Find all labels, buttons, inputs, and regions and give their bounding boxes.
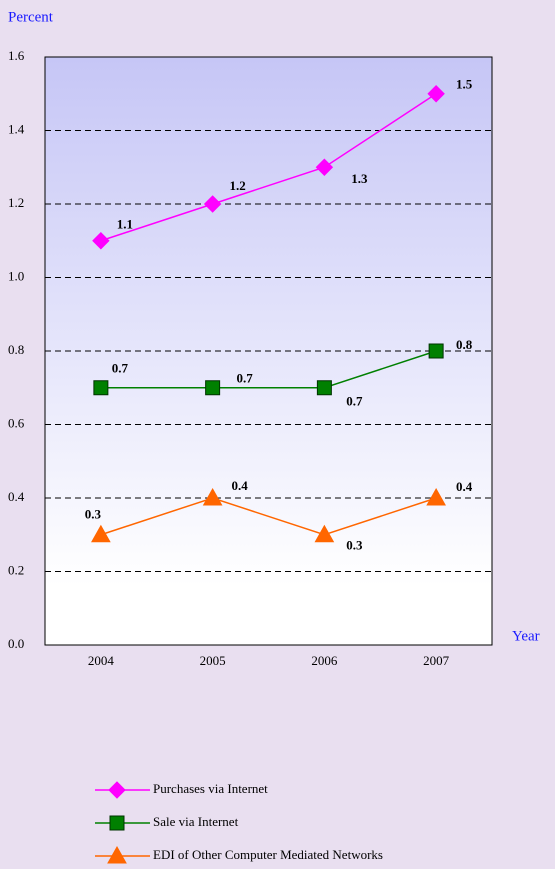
y-tick-label: 0.0	[8, 636, 24, 651]
y-axis-label: Percent	[8, 9, 54, 25]
data-label: 1.5	[456, 77, 473, 92]
y-tick-label: 0.6	[8, 415, 25, 430]
marker	[205, 380, 221, 396]
y-tick-label: 0.2	[8, 562, 24, 577]
y-tick-label: 0.8	[8, 342, 24, 357]
x-axis-label: Year	[512, 628, 540, 644]
y-tick-label: 1.4	[8, 121, 25, 136]
data-label: 0.7	[112, 361, 129, 376]
x-tick-label: 2006	[311, 653, 338, 668]
marker	[92, 232, 110, 250]
marker	[202, 487, 223, 506]
marker	[426, 487, 446, 506]
data-label: 1.1	[117, 217, 133, 232]
marker	[108, 781, 126, 799]
x-tick-label: 2005	[200, 653, 226, 668]
x-tick-label: 2007	[423, 653, 450, 668]
series-line	[100, 350, 437, 389]
series-line	[100, 497, 437, 536]
marker	[427, 85, 445, 103]
data-label: 1.3	[351, 171, 368, 186]
marker	[428, 343, 444, 359]
data-label: 0.7	[346, 394, 363, 409]
legend-label: Sale via Internet	[153, 814, 239, 829]
series-line	[100, 93, 437, 242]
y-tick-label: 0.4	[8, 489, 25, 504]
data-label: 0.7	[237, 371, 254, 386]
data-label: 0.4	[456, 479, 473, 494]
legend-label: Purchases via Internet	[153, 781, 268, 796]
marker	[109, 815, 125, 831]
y-tick-label: 1.6	[8, 48, 25, 63]
data-label: 0.3	[346, 538, 363, 553]
data-label: 1.2	[230, 178, 246, 193]
marker	[107, 845, 127, 864]
marker	[203, 195, 222, 213]
data-label: 0.3	[85, 507, 102, 522]
marker	[314, 524, 335, 543]
data-label: 0.4	[232, 478, 249, 493]
y-tick-label: 1.0	[8, 268, 24, 283]
marker	[93, 380, 109, 396]
marker	[316, 380, 332, 396]
marker	[91, 524, 111, 543]
marker	[315, 158, 334, 176]
legend-label: EDI of Other Computer Mediated Networks	[153, 847, 383, 862]
y-tick-label: 1.2	[8, 195, 24, 210]
data-label: 0.8	[456, 337, 473, 352]
x-tick-label: 2004	[88, 653, 115, 668]
